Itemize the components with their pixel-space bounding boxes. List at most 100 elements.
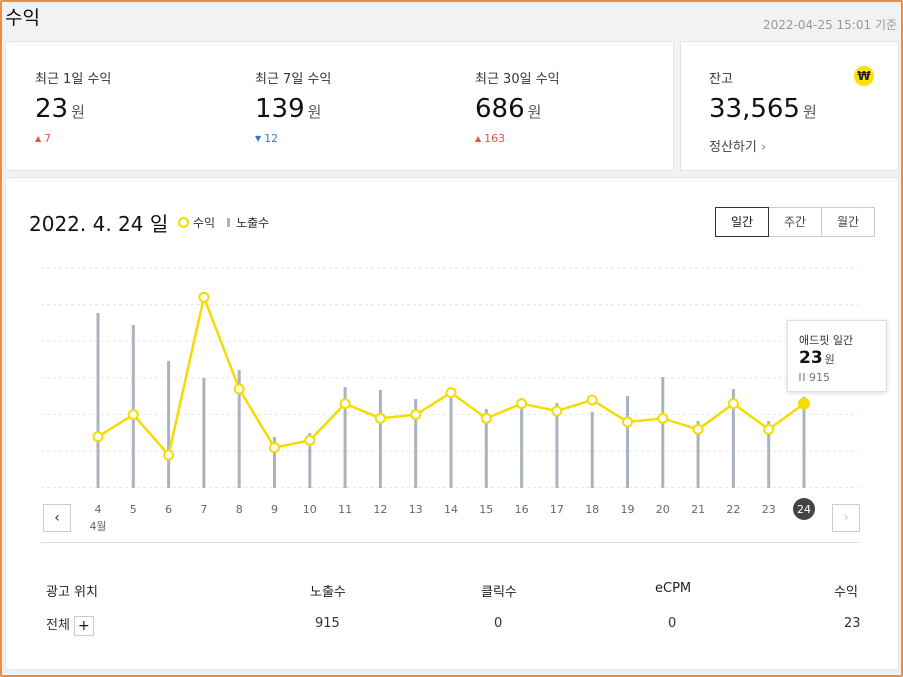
- revenue-point[interactable]: [410, 409, 422, 421]
- settle-label: 정산하기: [709, 140, 757, 155]
- revenue-point[interactable]: [233, 383, 245, 395]
- revenue-point[interactable]: [692, 423, 704, 435]
- period-monthly-button[interactable]: 월간: [821, 207, 875, 237]
- stat-7day: 최근 7일 수익 139 원 ▼ 12: [255, 68, 331, 145]
- impressions-bar: [378, 390, 382, 488]
- revenue-point[interactable]: [92, 431, 104, 443]
- x-month-label: 4월: [89, 520, 106, 533]
- stat-unit: 원: [307, 103, 322, 121]
- x-tick-label[interactable]: 12: [373, 503, 387, 516]
- tooltip-impressions: 915: [799, 371, 830, 384]
- x-tick-label[interactable]: 18: [585, 503, 599, 516]
- timestamp: 2022-04-25 15:01 기준: [762, 18, 897, 32]
- legend-bar-icon: [227, 218, 231, 227]
- revenue-point[interactable]: [127, 409, 139, 421]
- balance-amount: 33,565: [709, 94, 800, 124]
- impressions-bar: [414, 399, 418, 488]
- period-daily-button[interactable]: 일간: [715, 207, 769, 237]
- impressions-bar: [167, 361, 171, 488]
- selected-date-badge: [793, 498, 815, 520]
- stat-value: 139 원: [255, 95, 331, 126]
- revenue-point-selected[interactable]: [798, 397, 810, 410]
- position-label: 전체: [46, 618, 70, 633]
- col-header-ecpm: eCPM: [655, 581, 692, 596]
- impressions-bar: [131, 325, 135, 488]
- period-toggle: 일간 주간 월간: [715, 207, 875, 237]
- revenue-point[interactable]: [727, 398, 739, 410]
- revenue-point[interactable]: [163, 449, 175, 461]
- col-header-clicks: 클릭수: [481, 585, 517, 600]
- impressions-bar: [96, 313, 100, 488]
- revenue-point[interactable]: [198, 291, 210, 303]
- impressions-bar: [484, 409, 488, 488]
- stat-value: 23 원: [35, 95, 111, 126]
- x-tick-label[interactable]: 17: [550, 503, 564, 516]
- x-tick-label[interactable]: 19: [621, 503, 635, 516]
- impressions-bar: [237, 370, 241, 488]
- x-tick-label[interactable]: 24: [797, 503, 811, 516]
- table-cell-ecpm: 0: [668, 616, 677, 631]
- settle-link[interactable]: 정산하기 ›: [709, 136, 817, 155]
- tooltip-value: 23 원: [799, 348, 835, 368]
- x-tick-label[interactable]: 20: [656, 503, 670, 516]
- revenue-point[interactable]: [480, 412, 492, 424]
- x-tick-label[interactable]: 10: [303, 503, 317, 516]
- revenue-point[interactable]: [269, 442, 280, 454]
- x-tick-label[interactable]: 11: [338, 503, 352, 516]
- x-tick-label[interactable]: 7: [200, 503, 207, 516]
- impressions-bar: [626, 396, 629, 488]
- stat-label: 최근 1일 수익: [35, 72, 112, 87]
- balance-value: 33,565 원: [709, 95, 817, 126]
- stat-change-value: 163: [484, 132, 506, 145]
- impressions-bar: [696, 421, 700, 488]
- revenue-point[interactable]: [304, 434, 316, 446]
- page-title: 수익: [5, 7, 40, 29]
- revenue-point[interactable]: [657, 412, 669, 424]
- stat-change: ▼ 12: [255, 132, 331, 145]
- impressions-bar: [661, 377, 665, 488]
- chevron-right-icon: ›: [760, 140, 767, 155]
- impressions-icon: [799, 373, 805, 381]
- revenue-point[interactable]: [551, 405, 563, 417]
- expand-plus-button[interactable]: +: [73, 615, 94, 636]
- revenue-point[interactable]: [586, 394, 598, 406]
- arrow-down-icon: ▼: [255, 134, 262, 143]
- revenue-point[interactable]: [374, 412, 386, 424]
- stat-label: 최근 7일 수익: [255, 72, 332, 87]
- arrow-up-icon: ▲: [475, 134, 482, 143]
- revenue-point[interactable]: [763, 423, 775, 435]
- stat-change: ▲ 7: [35, 132, 111, 145]
- chart-card: 2022. 4. 24 일 수익 노출수 일간 주간 월간 4 5 6 7 8 9 10 11…: [5, 177, 899, 670]
- x-tick-label[interactable]: 23: [762, 503, 776, 516]
- impressions-bar: [449, 389, 453, 488]
- stat-amount: 686: [475, 94, 525, 124]
- x-tick-label[interactable]: 15: [479, 503, 493, 516]
- revenue-point[interactable]: [445, 387, 457, 399]
- impressions-bar: [767, 421, 771, 488]
- tooltip-amount: 23: [799, 348, 823, 368]
- x-tick-label[interactable]: 6: [165, 503, 172, 516]
- x-tick-label[interactable]: 22: [726, 503, 740, 516]
- col-header-position: 광고 위치: [46, 585, 98, 600]
- period-weekly-button[interactable]: 주간: [768, 207, 822, 237]
- x-tick-label[interactable]: 8: [236, 503, 243, 516]
- impressions-bar: [731, 389, 735, 488]
- revenue-point[interactable]: [516, 398, 528, 410]
- revenue-point[interactable]: [622, 416, 633, 428]
- x-tick-label[interactable]: 21: [691, 503, 705, 516]
- chart-next-button[interactable]: ›: [832, 504, 860, 532]
- x-tick-label[interactable]: 9: [271, 503, 278, 516]
- impressions-bar: [343, 387, 347, 488]
- x-tick-label[interactable]: 14: [444, 503, 458, 516]
- x-tick-label[interactable]: 16: [515, 503, 529, 516]
- table-row-position: 전체 +: [46, 614, 94, 636]
- balance: 잔고 33,565 원 정산하기 ›: [709, 68, 817, 155]
- stat-change-value: 12: [264, 132, 279, 145]
- chart-prev-button[interactable]: ‹: [43, 504, 71, 532]
- x-tick-label[interactable]: 5: [130, 503, 137, 516]
- x-tick-label[interactable]: 4: [95, 503, 102, 516]
- revenue-point[interactable]: [339, 398, 351, 410]
- x-tick-label[interactable]: 13: [409, 503, 423, 516]
- stat-amount: 139: [255, 94, 305, 124]
- stats-card: 최근 1일 수익 23 원 ▲ 7 최근 7일 수익 139 원 ▼ 12 최근 30일…: [5, 41, 674, 171]
